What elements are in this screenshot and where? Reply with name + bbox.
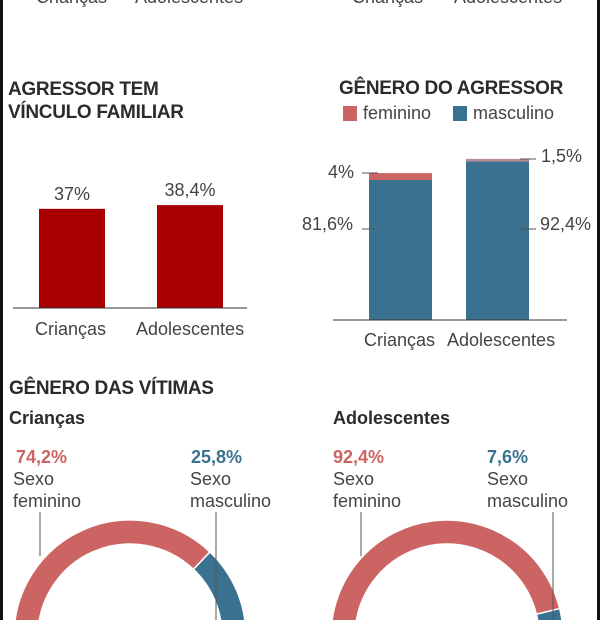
top-cut-label: Crianças (352, 0, 423, 8)
legend-swatch-feminino (343, 106, 357, 121)
top-cut-label: Crianças (36, 0, 107, 8)
pct-feminino-criancas: 74,2% (16, 447, 68, 467)
title-line: AGRESSOR TEM (8, 79, 159, 100)
category-label: Crianças (35, 319, 107, 339)
desc-line: Sexo (190, 469, 232, 489)
chart-title-genero-agressor: GÊNERO DO AGRESSOR (339, 78, 564, 99)
section-title-vitimas: GÊNERO DAS VÍTIMAS (9, 378, 214, 399)
pct-masculino-adolescentes: 7,6% (487, 447, 529, 467)
desc-line: masculino (190, 491, 272, 511)
donut-title-criancas: Crianças (9, 408, 86, 428)
pct-feminino-adolescentes: 92,4% (333, 447, 385, 467)
value-label-feminino-adolescentes: 1,5% (541, 146, 583, 166)
category-label: Crianças (364, 330, 436, 350)
bar-feminino-0 (369, 173, 432, 180)
chart-title-vinculo: AGRESSOR TEM VÍNCULO FAMILIAR (8, 78, 184, 124)
donut-slice-feminino-criancas (14, 519, 211, 620)
bar-adolescentes (157, 205, 223, 308)
legend-label-masculino: masculino (473, 103, 555, 123)
frame-border-left (0, 0, 3, 620)
legend-label-feminino: feminino (363, 103, 432, 123)
desc-line: Sexo (13, 469, 55, 489)
category-label: Adolescentes (136, 319, 245, 339)
top-cut-label: Adolescentes (135, 0, 243, 8)
desc-feminino-criancas: Sexo feminino (13, 468, 81, 512)
frame-border-right (597, 0, 600, 620)
value-label-masculino-adolescentes: 92,4% (540, 214, 592, 234)
value-label-feminino-criancas: 4% (328, 162, 355, 182)
desc-masculino-criancas: Sexo masculino (190, 468, 271, 512)
donut-slice-masculino-criancas (192, 550, 246, 620)
value-label: 38,4% (164, 180, 216, 201)
desc-line: Sexo (333, 469, 375, 489)
bar-feminino-1 (466, 158, 529, 162)
bar-masculino-0 (369, 179, 432, 320)
bar-masculino-1 (466, 161, 529, 320)
value-label: 37% (54, 183, 91, 204)
legend-swatch-masculino (453, 106, 467, 121)
desc-line: feminino (333, 491, 402, 511)
desc-line: masculino (487, 491, 569, 511)
donut-title-adolescentes: Adolescentes (333, 408, 451, 428)
title-line: VÍNCULO FAMILIAR (8, 102, 184, 123)
desc-masculino-adolescentes: Sexo masculino (487, 468, 568, 512)
desc-line: Sexo (487, 469, 529, 489)
desc-feminino-adolescentes: Sexo feminino (333, 468, 401, 512)
donut-slice-feminino-adolescentes (331, 519, 561, 620)
bar-crianças (39, 208, 105, 308)
donut-slice-masculino-adolescentes (535, 607, 563, 620)
desc-line: feminino (13, 491, 82, 511)
value-label-masculino-criancas: 81,6% (302, 214, 354, 234)
category-label: Adolescentes (447, 330, 556, 350)
top-cut-label: Adolescentes (454, 0, 562, 8)
pct-masculino-criancas: 25,8% (191, 447, 243, 467)
